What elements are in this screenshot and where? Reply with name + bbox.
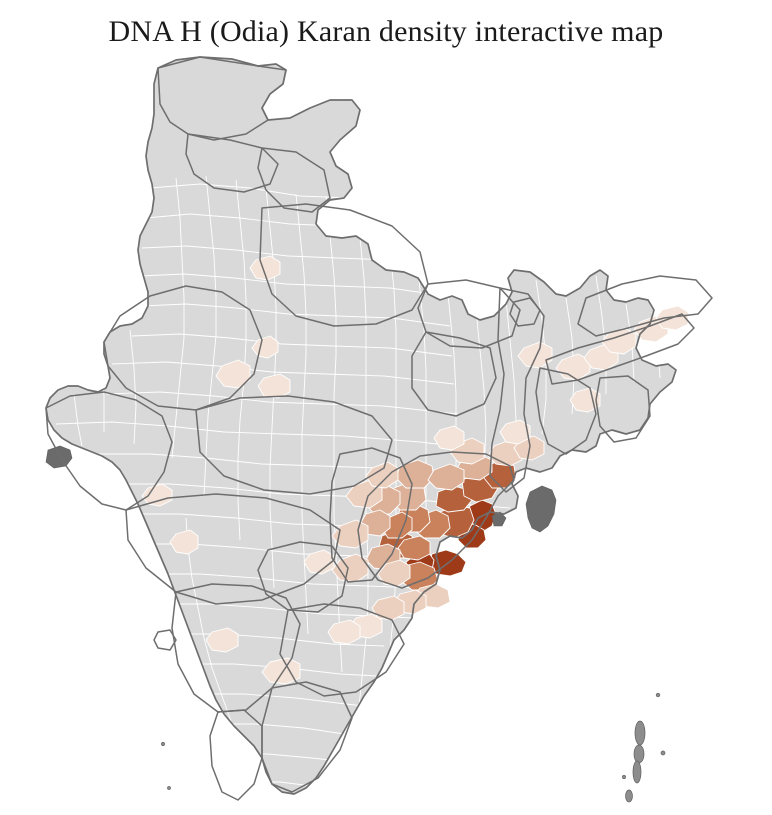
choropleth-very-low[interactable]: [142, 256, 688, 684]
choropleth-moderate[interactable]: [360, 454, 492, 570]
india-national-border: [46, 57, 676, 794]
island-lakshadweep-south: [168, 787, 171, 790]
island-barren: [656, 693, 660, 697]
region-alwar[interactable]: [258, 374, 290, 398]
state-outlines-layer: [46, 57, 712, 800]
island-little-andaman: [626, 790, 633, 802]
island-south-andaman: [633, 761, 641, 783]
island-middle-andaman: [634, 745, 644, 763]
region-rayagada[interactable]: [378, 560, 410, 586]
region-visakhapatnam[interactable]: [372, 596, 404, 620]
region-west-godavari[interactable]: [328, 620, 360, 644]
choropleth-odisha-high[interactable]: [382, 504, 450, 590]
island-outlier-west: [622, 775, 625, 778]
map-canvas[interactable]: [0, 48, 772, 815]
kutch-rann: [46, 446, 72, 468]
island-lakshadweep-north: [161, 742, 164, 745]
islands-layer: [161, 693, 665, 815]
region-hyderabad[interactable]: [304, 550, 334, 574]
region-surat[interactable]: [142, 484, 172, 506]
island-north-andaman: [635, 721, 645, 745]
region-keonjhar[interactable]: [428, 464, 464, 490]
india-district-map[interactable]: [0, 48, 772, 815]
region-pune[interactable]: [206, 628, 238, 652]
region-cachar[interactable]: [570, 388, 600, 412]
region-jalpaiguri[interactable]: [518, 342, 552, 368]
region-ranchi[interactable]: [434, 426, 464, 450]
island-narcondam: [661, 751, 665, 755]
region-mumbai[interactable]: [170, 530, 198, 554]
region-krishna[interactable]: [262, 658, 300, 684]
water-bodies-layer: [46, 446, 556, 532]
region-bastar[interactable]: [332, 554, 368, 582]
region-gurgaon[interactable]: [250, 256, 280, 280]
sundarbans-delta: [526, 486, 556, 532]
region-howrah[interactable]: [500, 420, 530, 444]
page-title: DNA H (Odia) Karan density interactive m…: [108, 15, 664, 48]
country-outline-layer: [46, 57, 676, 794]
